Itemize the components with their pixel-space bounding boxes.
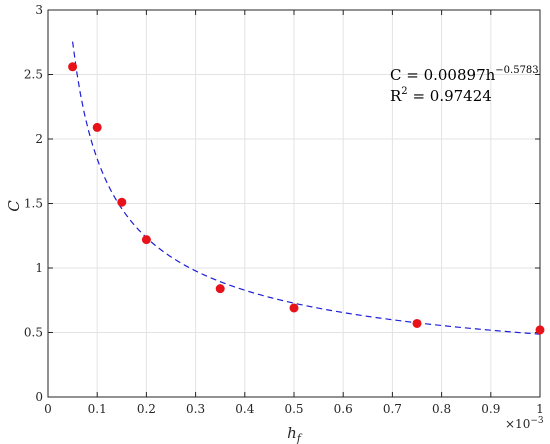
- y-tick-label: 1.5: [24, 197, 43, 211]
- y-tick-label: 0.5: [24, 326, 43, 340]
- data-point: [289, 303, 299, 313]
- y-tick-label: 3: [35, 3, 43, 17]
- data-point: [117, 197, 127, 207]
- x-exponent-label: ×10−3: [505, 416, 544, 431]
- x-axis-label: hf: [287, 424, 303, 444]
- y-tick-label: 1: [35, 261, 43, 275]
- x-tick-label: 0.4: [235, 402, 254, 416]
- data-points: [68, 62, 545, 335]
- y-tick-label: 2.5: [24, 68, 43, 82]
- x-tick-label: 0.5: [284, 402, 303, 416]
- data-point: [68, 62, 78, 72]
- fit-equation: C = 0.00897h−0.5783: [390, 65, 539, 84]
- x-tick-label: 0.9: [481, 402, 500, 416]
- r-squared: R2 = 0.97424: [390, 86, 492, 105]
- data-point: [535, 325, 545, 335]
- x-tick-label: 0.3: [186, 402, 205, 416]
- fit-curve: [72, 41, 541, 335]
- fit-curve-group: [72, 41, 541, 335]
- axes: 0 0.1 0.2 0.3 0.4 0.5 0.6 0.7 0.8 0.9 1 0 0.5 1 1.5 2 2.…: [24, 3, 544, 416]
- y-tick-label: 0: [35, 390, 43, 404]
- x-tick-label: 0: [44, 402, 52, 416]
- x-tick-label: 0.7: [383, 402, 402, 416]
- y-tick-label: 2: [35, 132, 43, 146]
- x-tick-label: 0.2: [137, 402, 156, 416]
- data-point: [141, 235, 151, 245]
- x-tick-label: 0.6: [334, 402, 353, 416]
- x-tick-label: 0.8: [432, 402, 451, 416]
- data-point: [412, 318, 422, 328]
- y-axis-label: C: [5, 200, 23, 212]
- x-tick-label: 1: [536, 402, 544, 416]
- data-point: [215, 284, 225, 294]
- x-tick-label: 0.1: [88, 402, 107, 416]
- data-point: [92, 122, 102, 132]
